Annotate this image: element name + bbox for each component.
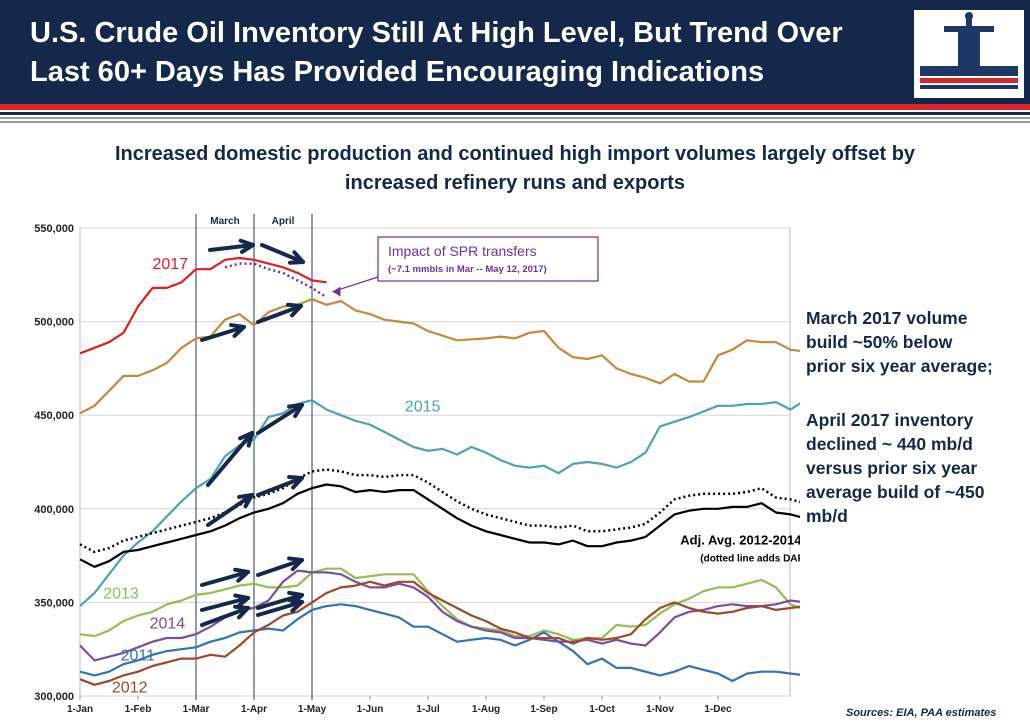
trend-arrow [200, 570, 250, 587]
spr-annotation-title: Impact of SPR transfers [388, 243, 537, 259]
side-note-april-line: April 2017 inventory [806, 410, 974, 430]
spr-annotation-box [377, 236, 599, 282]
trend-arrow-head [288, 250, 305, 265]
trend-arrow-head [286, 302, 303, 318]
gray-stripe [0, 117, 1030, 119]
trend-arrow [206, 493, 254, 527]
trend-arrow-head [238, 431, 254, 448]
trend-arrow-head [233, 567, 250, 583]
trend-arrow-head [287, 403, 304, 419]
pipeline-valve-icon [914, 10, 1024, 98]
series-line-adj-avg-2012-2014 [79, 483, 800, 568]
side-note-april-line: versus prior six year [806, 458, 978, 478]
series-label: 2012 [112, 679, 148, 696]
y-tick-label: 350,000 [34, 597, 74, 609]
trend-arrow-head [238, 238, 255, 254]
side-note-march-line: prior six year average; [806, 356, 993, 376]
x-tick-label: 1-Jun [357, 704, 384, 715]
y-tick-label: 550,000 [34, 223, 74, 235]
trend-arrow-head [229, 323, 246, 338]
series-line-2011 [79, 603, 800, 683]
inventory-chart: 300,000 350,000 400,000 450,000 500,000 550,0… [34, 214, 800, 715]
series-label: 2013 [103, 586, 139, 603]
series-sublabel: (dotted line adds DAPL) [700, 553, 800, 564]
side-note-march-line: build ~50% below [806, 332, 953, 352]
series-label: 2015 [405, 398, 441, 415]
y-tick-label: 450,000 [34, 410, 74, 422]
subtitle: Increased domestic production and contin… [40, 140, 990, 198]
trend-arrow-head [233, 593, 250, 609]
x-tick-label: 1-Aug [472, 704, 500, 715]
subtitle-line-2: increased refinery runs and exports [344, 172, 686, 194]
y-tick-label: 400,000 [34, 504, 74, 516]
trend-arrow-head [287, 474, 304, 490]
red-stripe [0, 104, 1030, 110]
trend-arrow-head [237, 493, 254, 509]
y-tick-label: 500,000 [34, 317, 74, 329]
x-tick-label: 1-Nov [646, 704, 674, 715]
trend-arrow [256, 403, 304, 435]
trend-arrow [260, 243, 305, 264]
series-label: 2014 [150, 616, 186, 633]
trend-arrow [256, 304, 303, 324]
x-tick-label: 1-May [298, 704, 327, 715]
trend-arrow [256, 476, 304, 497]
period-label-march: March [210, 216, 239, 227]
side-note-april-line: declined ~ 440 mb/d [806, 434, 973, 454]
trend-arrow [200, 606, 250, 627]
side-note-april-line: average build of ~450 [806, 482, 985, 502]
series-line-2017 [79, 256, 327, 355]
x-tick-label: 1-Jan [67, 704, 93, 715]
source-note: Sources: EIA, PAA estimates [846, 707, 997, 719]
side-note-april-line: mb/d [806, 506, 848, 526]
trend-arrow [256, 600, 304, 617]
trend-arrow [256, 593, 304, 610]
trend-arrow [256, 558, 304, 577]
x-tick-label: 1-Apr [241, 704, 267, 715]
side-note-march: March 2017 volume build ~50% below prior… [806, 306, 1026, 378]
x-tick-label: 1-Sep [530, 704, 557, 715]
trend-arrow [200, 325, 246, 342]
x-tick-label: 1-Jul [416, 704, 440, 715]
trend-arrow [200, 596, 250, 612]
series-line-2015 [79, 399, 800, 607]
series-label: 2017 [153, 256, 189, 273]
trend-arrow [206, 431, 254, 487]
navy-stripe [0, 112, 1030, 115]
series-label: 2011 [121, 647, 156, 664]
period-label-april: April [272, 216, 295, 227]
series-label: Adj. Avg. 2012-2014 (1) [680, 532, 800, 547]
trend-arrow-head [287, 597, 304, 613]
subtitle-line-1: Increased domestic production and contin… [114, 143, 916, 165]
side-note-april: April 2017 inventory declined ~ 440 mb/d… [806, 408, 1026, 528]
spr-annotation-arrowhead [332, 286, 341, 297]
x-tick-label: 1-Mar [183, 704, 210, 715]
plot-area [79, 227, 791, 697]
spr-annotation-subtitle: (~7.1 mmbls in Mar -- May 12, 2017) [388, 264, 547, 275]
x-tick-label: 1-Dec [704, 704, 732, 715]
gray-stripe-2 [0, 121, 1030, 123]
x-tick-label: 1-Feb [125, 704, 152, 715]
side-note-march-line: March 2017 volume [806, 308, 968, 328]
series-line-2014 [79, 569, 800, 662]
x-tick-label: 1-Oct [589, 704, 615, 715]
trend-arrow-head [287, 556, 304, 572]
title-line-1: U.S. Crude Oil Inventory Still At High L… [30, 17, 843, 49]
trend-arrow [208, 243, 255, 252]
trend-arrow-head [233, 604, 250, 620]
title-line-2: Last 60+ Days Has Provided Encouraging I… [30, 56, 765, 88]
series-line-dotted [79, 468, 800, 554]
series-line-2012 [79, 580, 800, 686]
page-title: U.S. Crude Oil Inventory Still At High L… [30, 14, 900, 92]
y-tick-label: 300,000 [34, 691, 74, 703]
header-bar: U.S. Crude Oil Inventory Still At High L… [0, 0, 1030, 104]
